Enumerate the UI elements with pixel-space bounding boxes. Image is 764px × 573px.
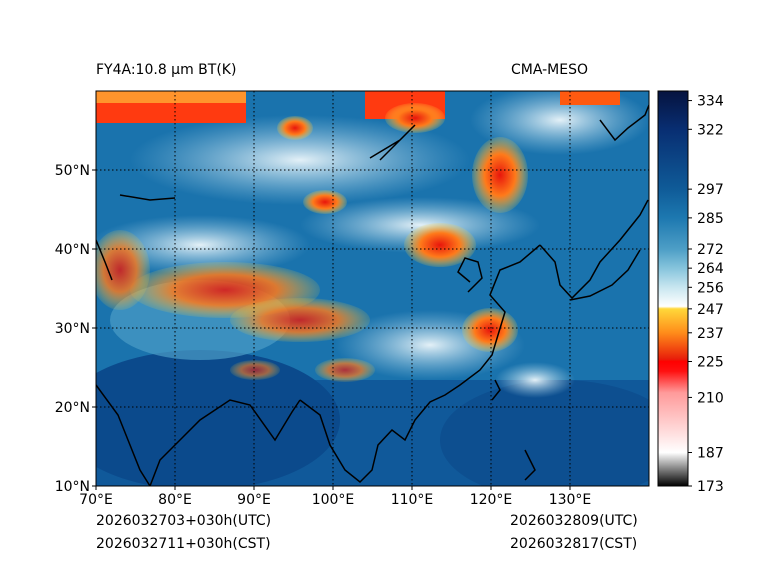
- colorbar-tick-label: 210: [697, 390, 724, 406]
- colorbar-tick-label: 247: [697, 302, 724, 318]
- colorbar-tick-label: 272: [697, 242, 724, 258]
- lat-tick-label: 10°N: [55, 479, 90, 495]
- lat-tick-label: 30°N: [55, 321, 90, 337]
- lon-tick-label: 70°E: [79, 492, 113, 508]
- lon-tick-label: 120°E: [470, 492, 513, 508]
- lat-tick-label: 40°N: [55, 242, 90, 258]
- colorbar-tick-label: 334: [697, 94, 724, 110]
- map-title: FY4A:10.8 µm BT(K): [96, 62, 237, 78]
- lat-tick-label: 20°N: [55, 400, 90, 416]
- colorbar-tick-label: 297: [697, 182, 724, 198]
- satellite-image: [96, 91, 649, 486]
- colorbar-tick-label: 264: [697, 261, 724, 277]
- lon-tick-label: 90°E: [237, 492, 271, 508]
- lon-tick-label: 130°E: [549, 492, 592, 508]
- colorbar-tick-label: 256: [697, 280, 724, 296]
- valid-time-cst: 2026032817(CST): [510, 536, 638, 552]
- colorbar-tick-label: 237: [697, 326, 724, 342]
- valid-time-utc: 2026032809(UTC): [510, 513, 638, 529]
- colorbar-tick-label: 225: [697, 355, 724, 371]
- model-name: CMA-MESO: [511, 62, 589, 78]
- colorbar: 173 187 210 225 237 247 256 264 272 285 297 322 334: [657, 90, 724, 495]
- lat-tick-label: 50°N: [55, 163, 90, 179]
- colorbar-tick-label: 322: [697, 122, 724, 138]
- lon-tick-label: 110°E: [391, 492, 434, 508]
- init-time-cst: 2026032711+030h(CST): [96, 536, 271, 552]
- colorbar-gradient: [657, 90, 689, 487]
- colorbar-tick-label: 173: [697, 479, 724, 495]
- longitude-axis: 70°E 80°E 90°E 100°E 110°E 120°E 130°E: [79, 486, 591, 508]
- graticule: [96, 91, 649, 486]
- coastlines: [96, 104, 649, 486]
- colorbar-tick-label: 285: [697, 211, 724, 227]
- colorbar-tick-label: 187: [697, 445, 724, 461]
- colorbar-ticks: 173 187 210 225 237 247 256 264 272 285 297 322 334: [688, 94, 724, 495]
- latitude-axis: 10°N 20°N 30°N 40°N 50°N: [55, 163, 96, 495]
- map-frame: [95, 90, 650, 487]
- lon-tick-label: 100°E: [312, 492, 355, 508]
- lon-tick-label: 80°E: [158, 492, 192, 508]
- init-time-utc: 2026032703+030h(UTC): [96, 513, 272, 529]
